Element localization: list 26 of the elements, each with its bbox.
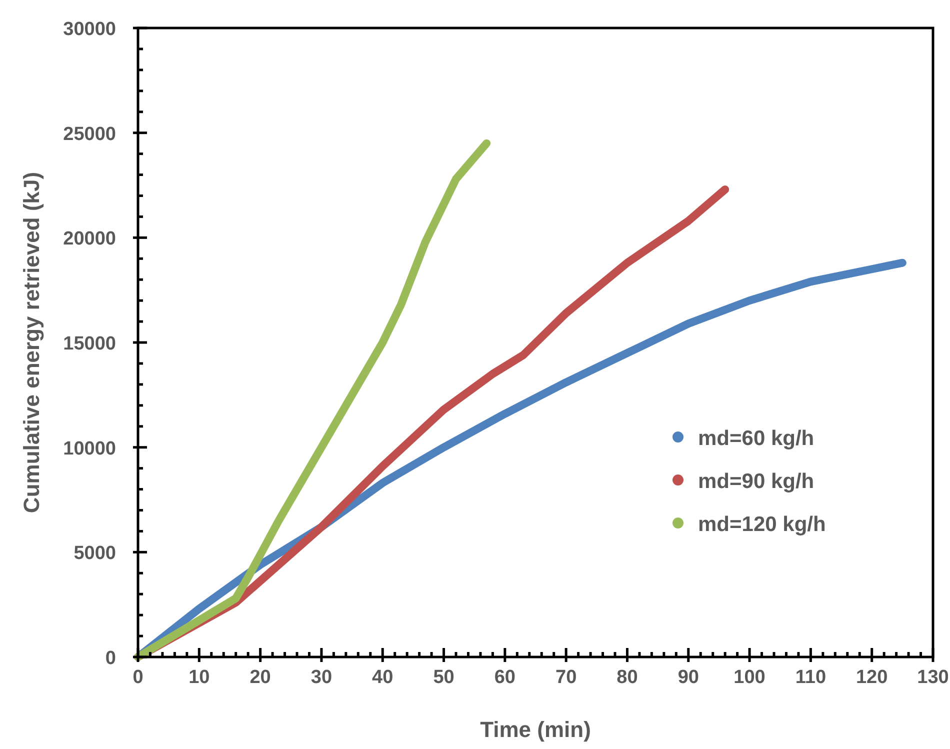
x-tick-label: 60 (494, 667, 516, 688)
y-tick-label: 0 (105, 648, 116, 669)
y-axis-title: Cumulative energy retrieved (kJ) (19, 172, 44, 514)
x-tick-label: 50 (433, 667, 454, 688)
x-tick-label: 130 (917, 667, 949, 688)
y-tick-label: 10000 (63, 438, 116, 460)
x-tick-label: 110 (795, 667, 826, 688)
y-tick-label: 25000 (63, 124, 116, 145)
y-tick-label: 20000 (63, 228, 116, 250)
x-tick-label: 40 (372, 667, 394, 688)
legend-label: md=90 kg/h (698, 470, 814, 493)
y-tick-label: 15000 (63, 334, 116, 354)
x-tick-label: 30 (310, 667, 332, 688)
x-tick-label: 80 (616, 667, 638, 688)
y-tick-label: 30000 (63, 19, 116, 40)
x-tick-label: 120 (856, 667, 888, 688)
x-tick-label: 90 (678, 667, 699, 688)
x-tick-label: 20 (250, 667, 271, 688)
x-tick-label: 0 (132, 667, 144, 688)
x-tick-label: 70 (556, 667, 577, 688)
x-tick-label: 10 (188, 667, 210, 688)
legend-label: md=60 kg/h (698, 427, 814, 450)
x-tick-label: 100 (734, 667, 766, 688)
legend-label: md=120 kg/h (698, 513, 826, 536)
x-axis-title: Time (min) (480, 717, 591, 742)
y-tick-label: 5000 (74, 543, 116, 564)
